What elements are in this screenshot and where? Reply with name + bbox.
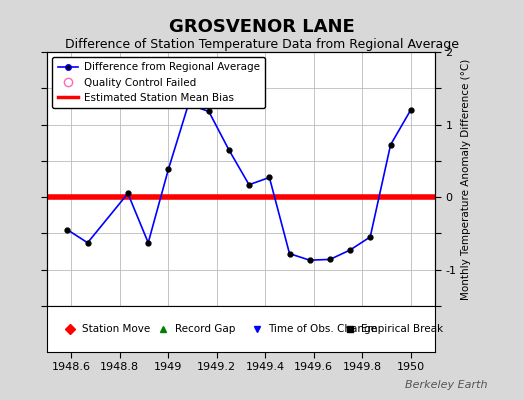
Text: Difference of Station Temperature Data from Regional Average: Difference of Station Temperature Data f… [65,38,459,51]
Text: Station Move: Station Move [82,324,150,334]
Y-axis label: Monthly Temperature Anomaly Difference (°C): Monthly Temperature Anomaly Difference (… [461,58,471,300]
Legend: Difference from Regional Average, Quality Control Failed, Estimated Station Mean: Difference from Regional Average, Qualit… [52,57,265,108]
Text: Berkeley Earth: Berkeley Earth [405,380,487,390]
Text: Time of Obs. Change: Time of Obs. Change [268,324,377,334]
Text: Record Gap: Record Gap [175,324,235,334]
Text: GROSVENOR LANE: GROSVENOR LANE [169,18,355,36]
Text: Empirical Break: Empirical Break [361,324,443,334]
